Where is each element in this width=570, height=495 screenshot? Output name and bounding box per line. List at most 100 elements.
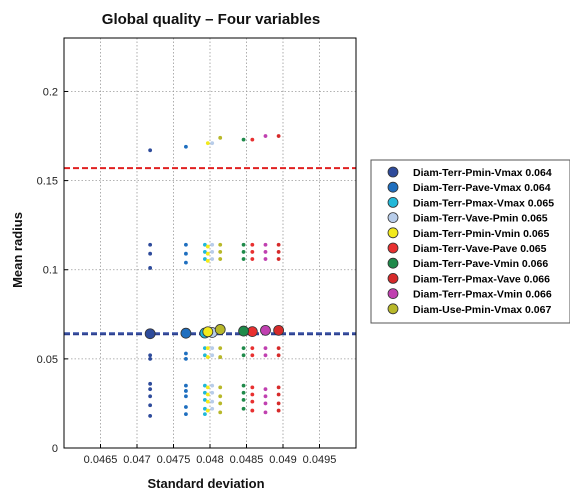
legend-label: Diam-Terr-Pmin-Vmax 0.064 (413, 167, 552, 179)
data-point (218, 135, 223, 140)
data-point (250, 399, 255, 404)
data-point (184, 251, 188, 256)
legend-label: Diam-Use-Pmin-Vmax 0.067 (413, 304, 551, 316)
data-point (218, 394, 223, 399)
legend-marker (387, 166, 399, 178)
data-point (218, 257, 223, 261)
data-point (205, 355, 210, 359)
legend-label: Diam-Terr-Pmax-Vmax 0.065 (413, 197, 554, 209)
data-point (148, 266, 153, 270)
data-point (276, 257, 281, 261)
legend-marker (387, 181, 399, 193)
data-point (263, 346, 268, 351)
data-point (210, 346, 215, 351)
data-point (202, 397, 207, 402)
x-tick-label: 0.0495 (303, 454, 337, 466)
y-axis-label: Mean radius (10, 212, 25, 288)
data-point (241, 137, 246, 142)
series-mean-marker (238, 325, 249, 337)
legend-marker (387, 212, 399, 224)
data-point (276, 134, 281, 138)
data-point (263, 242, 268, 247)
x-tick-label: 0.0465 (84, 454, 118, 466)
data-point (148, 251, 153, 256)
data-point (250, 137, 255, 142)
legend-marker (387, 303, 399, 315)
legend-marker (387, 288, 399, 300)
data-point (148, 414, 153, 418)
data-point (184, 412, 188, 417)
data-point (148, 387, 153, 392)
data-point (205, 251, 210, 256)
data-point (184, 389, 188, 393)
data-point (276, 242, 281, 247)
data-point (205, 141, 210, 146)
x-tick-label: 0.049 (269, 454, 297, 466)
data-point (263, 353, 268, 358)
data-point (218, 401, 223, 406)
x-tick-label: 0.0475 (157, 454, 191, 466)
data-point (202, 383, 207, 388)
data-point (210, 242, 215, 247)
x-axis-label: Standard deviation (147, 476, 264, 491)
data-point (250, 250, 255, 254)
data-point (250, 392, 255, 397)
data-point (210, 399, 215, 404)
x-tick-label: 0.0485 (230, 454, 264, 466)
data-point (210, 406, 215, 411)
data-point (202, 406, 207, 411)
data-point (148, 148, 153, 153)
data-point (184, 394, 188, 399)
data-point (263, 134, 268, 138)
data-point (250, 408, 255, 413)
x-axis-ticks: 0.0465 0.047 0.0475 0.048 0.0485 0.049 0.0495 (84, 444, 337, 466)
data-point (241, 397, 246, 402)
data-point (263, 394, 268, 399)
legend-marker (387, 242, 399, 254)
data-point (202, 412, 207, 417)
data-points (148, 134, 281, 418)
series-mean-marker (214, 324, 226, 335)
data-point (205, 258, 210, 263)
data-point (263, 401, 268, 406)
data-point (263, 410, 268, 415)
data-point (210, 383, 215, 388)
y-tick-label: 0.2 (43, 86, 58, 98)
data-point (250, 353, 255, 358)
legend-label: Diam-Terr-Vave-Pmin 0.065 (413, 213, 548, 225)
data-point (241, 390, 246, 395)
plot-area-frame (63, 37, 357, 449)
y-tick-label: 0.1 (43, 265, 58, 277)
data-point (276, 346, 281, 351)
data-point (184, 356, 188, 361)
data-point (263, 250, 268, 254)
data-point (184, 260, 188, 265)
data-point (263, 387, 268, 392)
series-mean-marker (202, 326, 214, 338)
legend: Diam-Terr-Pmin-Vmax 0.064 Diam-Terr-Pave-… (370, 159, 570, 324)
y-tick-label: 0.05 (37, 354, 58, 366)
data-point (241, 406, 246, 411)
data-point (148, 242, 153, 247)
data-point (205, 385, 210, 390)
data-point (241, 257, 246, 261)
legend-label: Diam-Terr-Pmax-Vave 0.066 (413, 273, 550, 285)
data-point (250, 346, 255, 351)
data-point (250, 257, 255, 261)
legend-marker (387, 257, 399, 269)
data-point (241, 346, 246, 351)
data-point (184, 144, 188, 149)
y-axis-ticks: 0 0.05 0.1 0.15 0.2 (37, 86, 68, 455)
data-point (241, 383, 246, 388)
data-point (276, 408, 281, 413)
legend-label: Diam-Terr-Pave-Vmin 0.066 (413, 258, 548, 270)
chart-title: Global quality – Four variables (102, 11, 320, 28)
x-tick-label: 0.047 (123, 454, 151, 466)
data-point (218, 346, 223, 351)
series-means (144, 324, 285, 340)
data-point (276, 353, 281, 358)
data-point (202, 250, 207, 254)
data-point (148, 353, 153, 358)
data-point (202, 390, 207, 395)
data-point (210, 353, 215, 358)
